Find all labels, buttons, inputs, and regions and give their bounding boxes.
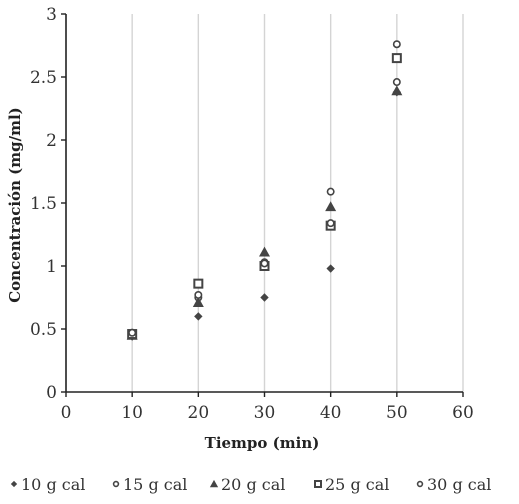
x-tick-label: 0: [61, 403, 72, 423]
data-point-series-1: [260, 293, 269, 302]
data-point-series-5: [392, 40, 401, 49]
data-point-series-3: [259, 246, 270, 257]
y-tick-label: 1: [46, 257, 57, 277]
y-tick-label: 1.5: [30, 194, 57, 214]
y-tick-labels: 0 0.5 1 1.5 2 2.5 3: [30, 5, 66, 403]
data-point-series-2: [392, 78, 401, 87]
data-point-series-3: [391, 85, 403, 96]
x-tick-labels: 0 10 20 30 40 50 60: [61, 392, 474, 423]
y-tick-label: 2: [46, 131, 57, 151]
grid-lines: [131, 14, 464, 392]
data-point-series-3: [325, 201, 337, 212]
y-tick-label: 0: [46, 383, 57, 403]
data-point-series-2: [326, 187, 335, 196]
legend-label: 20 g cal: [221, 475, 285, 494]
x-axis-title: Tiempo (min): [205, 434, 320, 452]
legend-item: 15 g cal: [112, 475, 187, 494]
data-point-series-1: [326, 264, 335, 273]
legend-item: 30 g cal: [416, 475, 491, 494]
legend-marker: [209, 479, 219, 488]
legend-item: 10 g cal: [10, 475, 85, 494]
data-point-series-4: [391, 53, 402, 64]
data-point-series-1: [194, 312, 203, 321]
y-tick-label: 2.5: [30, 68, 57, 88]
x-tick-label: 40: [320, 403, 342, 423]
legend-item: 20 g cal: [209, 475, 285, 494]
legend-label: 30 g cal: [427, 475, 491, 494]
data-point-series-5: [260, 259, 269, 268]
data-points: [126, 40, 403, 341]
data-point-series-5: [128, 328, 137, 337]
x-tick-label: 60: [452, 403, 474, 423]
y-tick-label: 0.5: [30, 320, 57, 340]
legend: 10 g cal 15 g cal 20 g cal 25 g cal 30 g cal: [10, 475, 491, 494]
y-tick-label: 3: [46, 5, 57, 25]
x-tick-label: 30: [254, 403, 276, 423]
x-tick-label: 50: [386, 403, 408, 423]
data-point-series-4: [193, 278, 204, 289]
legend-label: 10 g cal: [21, 475, 85, 494]
legend-item: 25 g cal: [314, 475, 389, 494]
data-point-series-5: [326, 219, 335, 228]
x-tick-label: 10: [121, 403, 143, 423]
data-point-series-5: [194, 290, 203, 299]
legend-marker: [10, 480, 18, 488]
x-tick-label: 20: [188, 403, 210, 423]
y-axis-title: Concentración (mg/ml): [6, 107, 24, 303]
data-point-series-3: [192, 297, 204, 307]
legend-marker: [112, 480, 120, 488]
legend-marker: [314, 480, 322, 488]
legend-label: 25 g cal: [325, 475, 389, 494]
legend-marker: [416, 480, 424, 488]
legend-label: 15 g cal: [123, 475, 187, 494]
